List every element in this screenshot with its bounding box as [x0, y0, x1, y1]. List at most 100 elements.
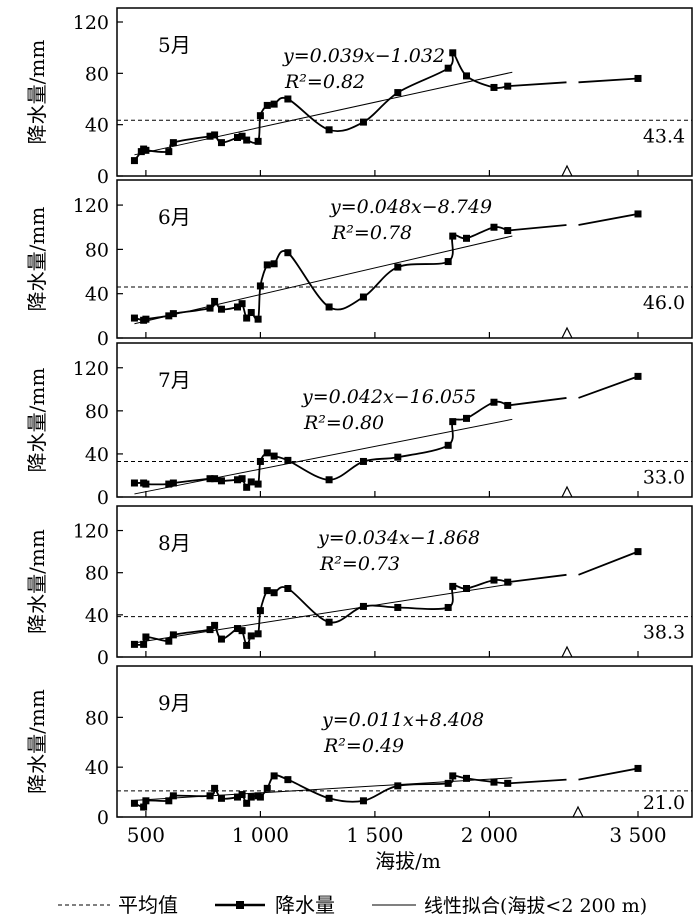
y-tick-label: 0 [97, 166, 109, 188]
precip-point [165, 480, 173, 488]
precip-point [325, 126, 333, 134]
y-tick-label: 0 [97, 328, 109, 350]
precip-point [211, 784, 219, 792]
y-tick-label: 80 [85, 707, 109, 729]
regression-equation: y=0.011x+8.408 [321, 709, 484, 731]
precip-line-pre-break [507, 573, 567, 584]
mean-value-label: 21.0 [643, 792, 685, 814]
panel-frame [116, 505, 693, 658]
precip-point [217, 477, 225, 485]
r-squared: R²=0.80 [303, 412, 384, 434]
precip-point [238, 475, 246, 483]
precip-point [234, 625, 241, 633]
precip-point [449, 582, 457, 590]
precip-point [169, 139, 177, 147]
precip-point [444, 441, 452, 449]
precip-point [206, 626, 214, 634]
x-axis-label: 海拔/m [375, 849, 441, 873]
legend: 平均值 降水量 线性拟合(海拔<2 200 m) [58, 893, 647, 917]
precip-point [490, 83, 498, 91]
month-label: 8月 [158, 531, 191, 555]
month-label: 5月 [158, 33, 191, 57]
panel-3: 降水量/mm 0 40 80 120 33.0 7月 y=0.042x−16.055 R²=0.… [25, 342, 693, 509]
precip-point [504, 227, 512, 235]
precip-point [284, 776, 292, 784]
precip-point [449, 418, 457, 426]
y-tick-label: 120 [73, 12, 109, 34]
precip-point [130, 479, 138, 487]
legend-precip-label: 降水量 [275, 893, 335, 917]
precip-point [211, 475, 219, 483]
x-tick-label: 1 500 [346, 823, 403, 847]
precip-point [394, 782, 402, 790]
precip-line-post-break [578, 213, 639, 226]
precip-point [394, 453, 402, 461]
precip-point [142, 315, 150, 323]
y-tick-label: 0 [97, 647, 109, 669]
precip-point [449, 232, 457, 240]
precip-point [263, 587, 271, 595]
panel-frame [116, 7, 693, 177]
axis-break-icon [561, 645, 573, 658]
y-tick-label: 80 [85, 401, 109, 423]
panel-1: 降水量/mm 0 40 80 120 43.4 5月 y=0.039x−1.032 R²=0.8… [25, 7, 693, 188]
precip-line-post-break [578, 375, 639, 399]
precip-point [504, 401, 512, 409]
axis-break-icon [561, 326, 573, 339]
panels: 降水量/mm 0 40 80 120 43.4 5月 y=0.039x−1.032 R²=0.8… [25, 7, 693, 847]
precip-point [211, 621, 219, 629]
regression-equation: y=0.048x−8.749 [329, 196, 492, 218]
precip-point [169, 310, 177, 318]
precip-point [449, 772, 457, 780]
precip-point [254, 480, 262, 488]
precip-point [263, 261, 271, 269]
precip-point [206, 304, 214, 312]
precip-point [130, 640, 138, 648]
precip-point [206, 475, 214, 483]
y-tick-label: 120 [73, 195, 109, 217]
precip-point [247, 478, 255, 486]
precip-point [634, 74, 642, 82]
y-tick-label: 80 [85, 239, 109, 261]
precip-point [130, 314, 138, 322]
precip-point [254, 315, 262, 323]
precip-line [134, 226, 509, 322]
legend-mean-label: 平均值 [118, 893, 178, 917]
panel-frame [116, 342, 693, 498]
precip-point [247, 309, 255, 317]
precip-point [238, 132, 246, 140]
precip-point [256, 282, 264, 290]
precip-point [238, 300, 246, 308]
regression-equation: y=0.034x−1.868 [317, 527, 480, 549]
precip-point [243, 136, 251, 144]
precip-point [504, 779, 512, 787]
precip-line-post-break [578, 77, 639, 84]
precip-line-post-break [578, 550, 639, 576]
precip-point [142, 146, 150, 154]
y-tick-label: 0 [97, 807, 109, 829]
panel-5: 降水量/mm 0 40 80 21.0 9月 y=0.011x+8.408 R²=0.49 50… [25, 665, 693, 847]
precip-point [449, 49, 457, 57]
precip-point [263, 784, 271, 792]
fit-line [134, 583, 513, 644]
precip-point [490, 223, 498, 231]
precip-point [256, 457, 264, 465]
x-tick-label: 500 [127, 823, 165, 847]
precip-point [130, 799, 138, 807]
regression-equation: y=0.039x−1.032 [282, 45, 445, 67]
precip-point [263, 449, 271, 457]
precip-point [284, 95, 292, 103]
y-tick-label: 0 [97, 487, 109, 509]
precip-point [247, 793, 255, 801]
fit-line [134, 235, 513, 325]
precip-point [169, 792, 177, 800]
precip-point [234, 303, 241, 311]
y-axis-label: 降水量/mm [25, 40, 49, 145]
precip-point [325, 618, 333, 626]
precip-point [463, 414, 470, 422]
precip-point [206, 792, 214, 800]
panel-2: 降水量/mm 0 40 80 120 46.0 6月 y=0.048x−8.749 R²=0.7… [25, 179, 693, 350]
precip-point [238, 627, 246, 635]
precip-point [270, 772, 278, 780]
fit-line [134, 418, 513, 495]
